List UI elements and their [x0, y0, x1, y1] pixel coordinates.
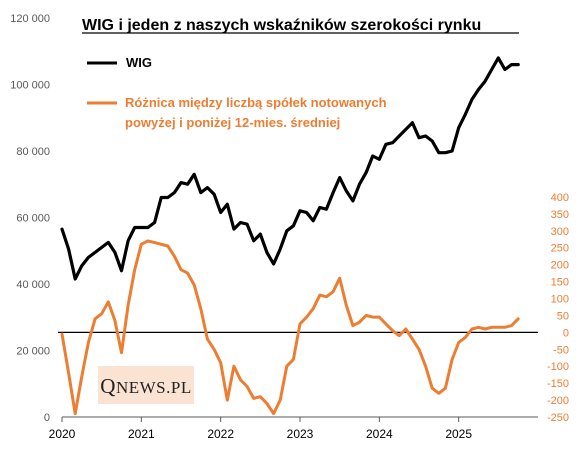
left-tick-label: 0 [44, 412, 50, 424]
left-tick-label: 40 000 [16, 279, 50, 291]
right-tick-label: 100 [551, 294, 569, 306]
x-tick-label: 2020 [49, 427, 76, 441]
legend-diff-label-line2: powyżej i poniżej 12-mies. średniej [125, 115, 340, 130]
qnews-logo-text: QNEWS.PL [100, 374, 192, 398]
right-tick-label: 400 [551, 192, 569, 204]
qnews-logo: QNEWS.PL [98, 366, 194, 404]
right-tick-label: -200 [547, 395, 569, 407]
left-tick-label: 100 000 [10, 80, 50, 92]
x-axis: 2020 2021 2022 2023 2024 2025 [49, 416, 538, 441]
right-tick-label: -250 [547, 412, 569, 424]
right-tick-label: 50 [557, 310, 569, 322]
series-layer [60, 56, 520, 416]
right-tick-label: 0 [563, 327, 569, 339]
x-tick-label: 2024 [366, 427, 393, 441]
right-tick-label: -100 [547, 361, 569, 373]
chart-title: WIG i jeden z naszych wskaźników szeroko… [82, 17, 481, 34]
wig-series-line [60, 56, 520, 281]
right-axis-tick-labels: -250 -200 -150 -100 -50 0 50 100 150 200 250 300 350… [547, 192, 569, 424]
legend-diff-label-line1: Różnica między liczbą spółek notowanych [125, 95, 387, 110]
left-tick-label: 60 000 [16, 213, 50, 225]
x-tick-label: 2025 [445, 427, 472, 441]
right-tick-label: 300 [551, 226, 569, 238]
right-tick-label: -150 [547, 378, 569, 390]
x-tick-label: 2022 [207, 427, 234, 441]
right-tick-label: 200 [551, 260, 569, 272]
right-tick-label: -50 [553, 344, 569, 356]
left-tick-label: 20 000 [16, 346, 50, 358]
x-tick-label: 2023 [287, 427, 314, 441]
left-axis-tick-labels: 0 20 000 40 000 60 000 80 000 100 000 120 000 [10, 13, 50, 424]
left-tick-label: 80 000 [16, 146, 50, 158]
breadth-series-line [60, 239, 520, 416]
right-tick-label: 150 [551, 277, 569, 289]
legend-wig-label: WIG [126, 55, 152, 70]
x-tick-label: 2021 [128, 427, 155, 441]
right-tick-label: 350 [551, 209, 569, 221]
legend: WIG Różnica między liczbą spółek notowan… [87, 55, 387, 130]
left-tick-label: 120 000 [10, 13, 50, 25]
right-tick-label: 250 [551, 243, 569, 255]
